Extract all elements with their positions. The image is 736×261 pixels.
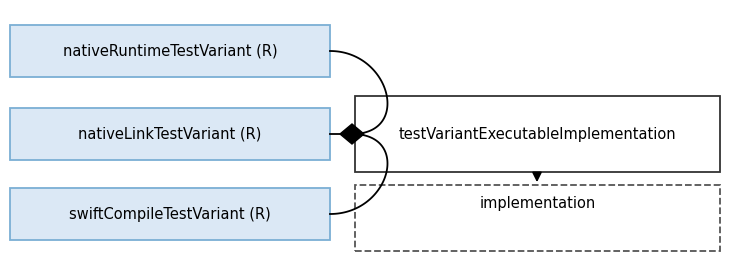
Bar: [10, 25, 330, 77]
Text: nativeRuntimeTestVariant (R): nativeRuntimeTestVariant (R): [63, 44, 277, 58]
Text: testVariantExecutableImplementation: testVariantExecutableImplementation: [399, 127, 676, 141]
Bar: [10, 188, 330, 240]
Polygon shape: [340, 124, 364, 144]
Text: nativeLinkTestVariant (R): nativeLinkTestVariant (R): [78, 127, 262, 141]
Text: implementation: implementation: [479, 196, 595, 211]
Bar: [355, 185, 720, 251]
Bar: [10, 108, 330, 160]
Bar: [355, 96, 720, 172]
Text: swiftCompileTestVariant (R): swiftCompileTestVariant (R): [69, 206, 271, 222]
